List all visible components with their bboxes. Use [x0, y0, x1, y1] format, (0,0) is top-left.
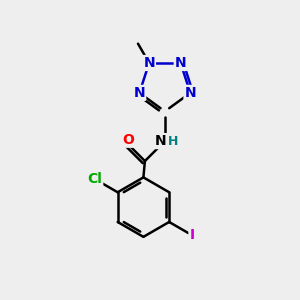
Text: N: N [134, 86, 145, 100]
Text: I: I [190, 228, 195, 242]
Text: N: N [143, 56, 155, 70]
Text: O: O [122, 133, 134, 147]
Text: H: H [168, 135, 178, 148]
Text: N: N [184, 86, 196, 100]
Text: Cl: Cl [87, 172, 102, 186]
Text: N: N [175, 56, 186, 70]
Text: N: N [154, 134, 166, 148]
